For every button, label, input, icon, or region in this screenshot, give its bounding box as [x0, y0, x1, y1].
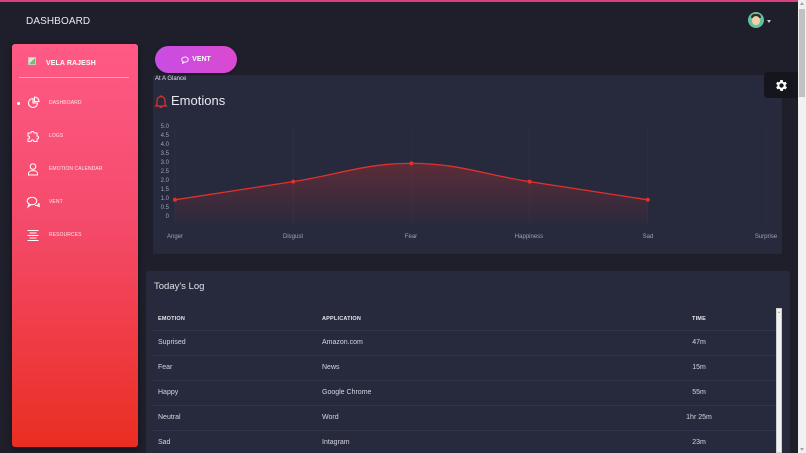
- scroll-up-arrow-icon[interactable]: [800, 2, 804, 5]
- table-row[interactable]: Happy Google Chrome 55m: [153, 381, 777, 406]
- sidebar-item-label: EMOTION CALENDAR: [49, 166, 103, 172]
- table-row[interactable]: Fear News 15m: [153, 356, 777, 381]
- user-avatar-icon[interactable]: [748, 12, 764, 28]
- cell-time: 15m: [692, 364, 706, 371]
- column-header-time[interactable]: TIME: [692, 316, 706, 322]
- sidebar-item-label: VENT: [49, 199, 63, 205]
- x-tick: Happiness: [514, 234, 544, 240]
- top-accent-line: [0, 0, 806, 2]
- gear-icon: [775, 79, 787, 91]
- y-tick: 4.5: [160, 133, 169, 139]
- table-row[interactable]: Neutral Word 1hr 25m: [153, 406, 777, 431]
- y-tick: 1.5: [160, 187, 169, 193]
- table-header-row: EMOTION APPLICATION TIME: [153, 308, 777, 331]
- sidebar-item-label: DASHBOARD: [49, 100, 82, 106]
- cell-time: 47m: [692, 339, 706, 346]
- caret-down-icon[interactable]: [767, 20, 771, 23]
- table-scrollbar[interactable]: [776, 308, 782, 453]
- chat-icon: [181, 56, 189, 64]
- sidebar-item-vent[interactable]: VENT: [12, 193, 138, 211]
- user-name: VELA RAJESH: [46, 59, 96, 67]
- emotions-card-header: Emotions: [154, 93, 225, 108]
- vent-button-label: VENT: [192, 56, 211, 63]
- x-tick: Fear: [404, 234, 418, 240]
- bell-icon: [154, 94, 168, 108]
- y-tick: 3.0: [160, 160, 169, 166]
- x-tick: Anger: [166, 234, 184, 240]
- log-table: EMOTION APPLICATION TIME Suprised Amazon…: [153, 308, 777, 453]
- y-tick: 0: [165, 214, 169, 220]
- data-point[interactable]: [645, 197, 650, 202]
- x-tick: Sad: [642, 234, 654, 240]
- column-header-application[interactable]: APPLICATION: [322, 316, 362, 322]
- page-scrollbar[interactable]: [798, 0, 806, 453]
- cell-application: Word: [322, 414, 339, 421]
- sidebar-item-logs[interactable]: LOGS: [12, 127, 138, 145]
- cell-application: Intagram: [322, 439, 350, 446]
- table-row[interactable]: Sad Intagram 23m: [153, 431, 777, 453]
- pie-chart-icon: [27, 96, 40, 109]
- emotions-chart: 5.0 4.5 4.0 3.5 3.0 2.5 2.0 1.5 1.0 0.5 …: [153, 115, 782, 250]
- user-icon: [28, 163, 38, 176]
- data-point[interactable]: [173, 197, 177, 202]
- top-navbar: DASHBOARD: [0, 2, 798, 42]
- page-title: DASHBOARD: [26, 16, 91, 27]
- log-card-title: Today's Log: [154, 281, 205, 292]
- cell-emotion: Fear: [158, 364, 173, 371]
- y-tick: 0.5: [160, 205, 169, 211]
- scrollbar-thumb[interactable]: [799, 9, 805, 97]
- cell-emotion: Happy: [158, 389, 179, 396]
- at-a-glance-label: At A Glance: [155, 76, 187, 82]
- cell-emotion: Neutral: [158, 414, 181, 421]
- cell-application: Google Chrome: [322, 389, 372, 396]
- sidebar-item-emotion-calendar[interactable]: EMOTION CALENDAR: [12, 160, 138, 178]
- x-tick: Disgust: [282, 234, 304, 240]
- cell-application: Amazon.com: [322, 339, 363, 346]
- cell-emotion: Suprised: [158, 339, 186, 346]
- active-indicator: [17, 101, 20, 105]
- y-tick: 2.5: [160, 169, 169, 175]
- settings-button[interactable]: [764, 72, 798, 98]
- emotions-card-title: Emotions: [171, 93, 226, 108]
- puzzle-icon: [27, 131, 39, 142]
- vent-button[interactable]: VENT: [155, 46, 237, 73]
- cell-time: 1hr 25m: [686, 414, 712, 421]
- x-tick: Surprise: [754, 234, 778, 240]
- sidebar-divider: [19, 77, 129, 78]
- data-point[interactable]: [409, 161, 414, 166]
- y-tick: 3.5: [160, 151, 169, 157]
- avatar-face: [752, 16, 760, 25]
- todays-log-card: Today's Log EMOTION APPLICATION TIME Sup…: [146, 271, 790, 453]
- scroll-down-arrow-icon[interactable]: [800, 448, 804, 451]
- sidebar-item-label: RESOURCES: [49, 232, 82, 238]
- cell-time: 55m: [692, 389, 706, 396]
- cell-time: 23m: [692, 439, 706, 446]
- chat-bubbles-icon: [26, 196, 40, 209]
- sidebar-item-dashboard[interactable]: DASHBOARD: [12, 94, 138, 112]
- cell-emotion: Sad: [158, 439, 171, 446]
- align-center-icon: [27, 230, 39, 241]
- y-tick: 4.0: [160, 142, 169, 148]
- data-point[interactable]: [291, 179, 296, 184]
- user-photo-broken-image-icon: [28, 57, 36, 65]
- y-tick: 2.0: [160, 178, 169, 184]
- emotions-card: Emotions 5.0 4.5 4.0 3.5 3.0 2.5 2.0 1.5…: [153, 75, 782, 254]
- chart-plot-area: [173, 127, 767, 224]
- sidebar-user[interactable]: VELA RAJESH: [28, 56, 96, 70]
- y-tick: 1.0: [160, 196, 169, 202]
- scroll-up-arrow-icon[interactable]: [778, 311, 780, 313]
- sidebar: VELA RAJESH DASHBOARD LOGS EMOTION CALEN…: [12, 44, 138, 447]
- sidebar-item-label: LOGS: [49, 133, 64, 139]
- y-tick: 5.0: [160, 124, 169, 130]
- table-row[interactable]: Suprised Amazon.com 47m: [153, 331, 777, 356]
- sidebar-item-resources[interactable]: RESOURCES: [12, 226, 138, 244]
- data-point[interactable]: [527, 179, 532, 184]
- cell-application: News: [322, 364, 340, 371]
- column-header-emotion[interactable]: EMOTION: [158, 316, 186, 322]
